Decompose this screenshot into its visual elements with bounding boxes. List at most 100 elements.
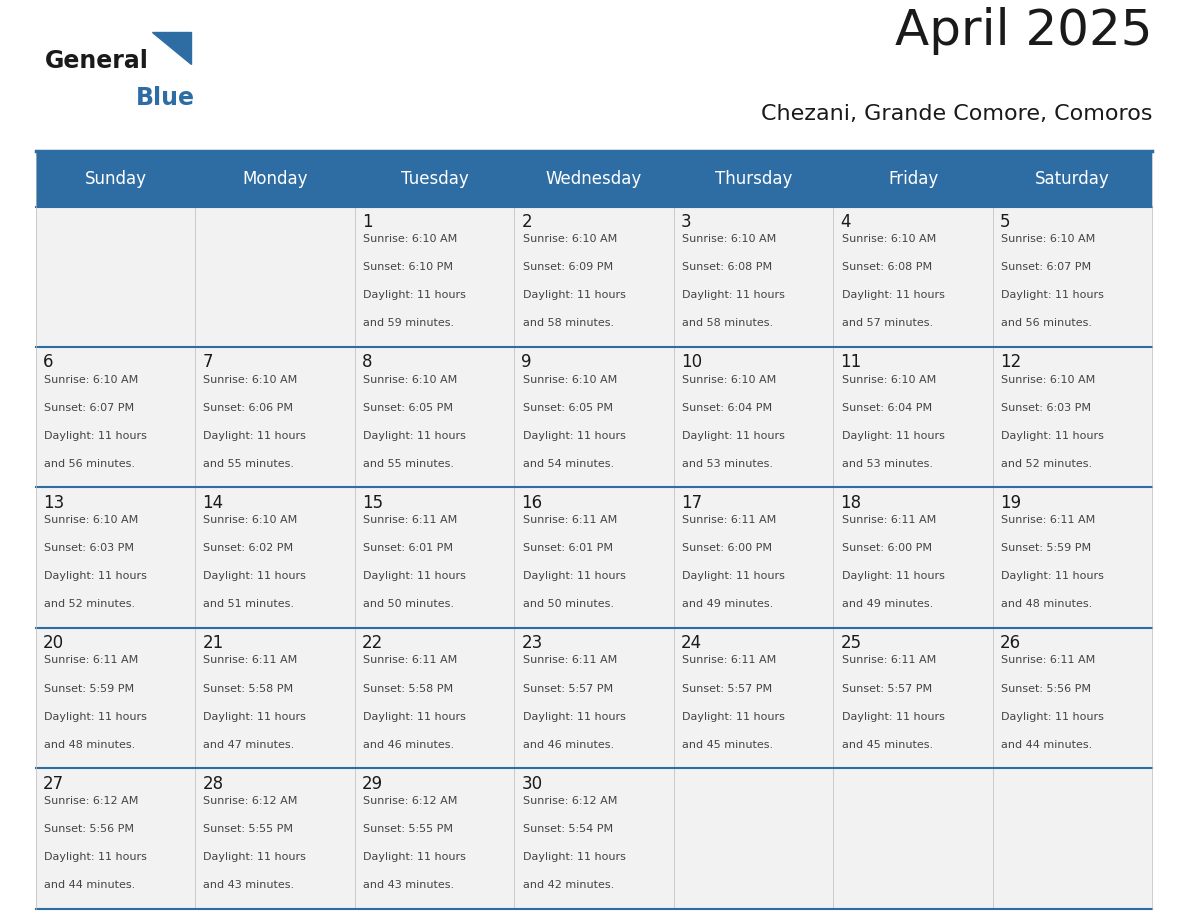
Text: Daylight: 11 hours: Daylight: 11 hours [364,711,466,722]
Text: and 53 minutes.: and 53 minutes. [841,459,933,469]
Text: Sunrise: 6:10 AM: Sunrise: 6:10 AM [203,375,298,385]
Text: Daylight: 11 hours: Daylight: 11 hours [203,852,307,862]
FancyBboxPatch shape [993,628,1152,768]
FancyBboxPatch shape [36,768,195,909]
FancyBboxPatch shape [36,347,195,487]
Text: 8: 8 [362,353,372,372]
Text: Friday: Friday [887,170,939,188]
FancyBboxPatch shape [674,347,833,487]
Text: Sunset: 6:07 PM: Sunset: 6:07 PM [1001,263,1092,272]
Text: Sunrise: 6:10 AM: Sunrise: 6:10 AM [841,375,936,385]
Text: 24: 24 [681,634,702,653]
Text: and 45 minutes.: and 45 minutes. [841,740,933,750]
Text: and 46 minutes.: and 46 minutes. [364,740,454,750]
Text: Sunset: 5:59 PM: Sunset: 5:59 PM [1001,543,1092,553]
Text: and 47 minutes.: and 47 minutes. [203,740,295,750]
Text: Daylight: 11 hours: Daylight: 11 hours [364,290,466,300]
Text: 17: 17 [681,494,702,512]
Text: Sunset: 6:08 PM: Sunset: 6:08 PM [841,263,931,272]
Text: Sunrise: 6:11 AM: Sunrise: 6:11 AM [364,515,457,525]
Text: Sunset: 6:04 PM: Sunset: 6:04 PM [841,403,931,412]
Text: Sunrise: 6:11 AM: Sunrise: 6:11 AM [523,655,617,666]
FancyBboxPatch shape [833,628,993,768]
Text: and 44 minutes.: and 44 minutes. [1001,740,1093,750]
Text: 21: 21 [202,634,223,653]
Text: Sunset: 5:54 PM: Sunset: 5:54 PM [523,824,613,834]
Text: 6: 6 [43,353,53,372]
Text: Thursday: Thursday [715,170,792,188]
Text: Daylight: 11 hours: Daylight: 11 hours [44,711,147,722]
Text: Sunset: 6:10 PM: Sunset: 6:10 PM [364,263,453,272]
FancyBboxPatch shape [355,207,514,347]
Text: Sunset: 5:56 PM: Sunset: 5:56 PM [44,824,134,834]
FancyBboxPatch shape [195,207,355,347]
Text: 28: 28 [202,775,223,793]
Text: 26: 26 [1000,634,1020,653]
Text: and 49 minutes.: and 49 minutes. [682,599,773,610]
FancyBboxPatch shape [514,347,674,487]
Text: Sunrise: 6:10 AM: Sunrise: 6:10 AM [364,234,457,244]
FancyBboxPatch shape [195,487,355,628]
Text: Sunset: 5:55 PM: Sunset: 5:55 PM [203,824,293,834]
Text: and 58 minutes.: and 58 minutes. [682,319,773,329]
Text: Sunset: 5:59 PM: Sunset: 5:59 PM [44,684,134,693]
Text: Daylight: 11 hours: Daylight: 11 hours [1001,290,1104,300]
Text: April 2025: April 2025 [895,7,1152,55]
Text: 11: 11 [840,353,861,372]
Text: 20: 20 [43,634,64,653]
FancyBboxPatch shape [993,768,1152,909]
Text: Daylight: 11 hours: Daylight: 11 hours [682,431,785,441]
Text: Tuesday: Tuesday [400,170,468,188]
Text: and 48 minutes.: and 48 minutes. [1001,599,1093,610]
Text: 5: 5 [1000,213,1011,231]
Text: Sunrise: 6:11 AM: Sunrise: 6:11 AM [364,655,457,666]
FancyBboxPatch shape [355,628,514,768]
Text: Sunrise: 6:12 AM: Sunrise: 6:12 AM [364,796,457,806]
Text: 16: 16 [522,494,543,512]
Text: Sunrise: 6:10 AM: Sunrise: 6:10 AM [1001,234,1095,244]
Text: 1: 1 [362,213,373,231]
Text: Sunrise: 6:10 AM: Sunrise: 6:10 AM [523,375,617,385]
Text: Sunset: 6:01 PM: Sunset: 6:01 PM [523,543,613,553]
Text: Sunrise: 6:11 AM: Sunrise: 6:11 AM [682,655,776,666]
Text: 4: 4 [840,213,851,231]
Text: Daylight: 11 hours: Daylight: 11 hours [523,852,625,862]
Text: Sunrise: 6:10 AM: Sunrise: 6:10 AM [682,375,776,385]
Text: and 49 minutes.: and 49 minutes. [841,599,933,610]
Text: 12: 12 [1000,353,1022,372]
Text: Sunset: 6:05 PM: Sunset: 6:05 PM [364,403,453,412]
FancyBboxPatch shape [833,347,993,487]
Text: Sunset: 5:57 PM: Sunset: 5:57 PM [682,684,772,693]
FancyBboxPatch shape [514,487,674,628]
Text: 23: 23 [522,634,543,653]
Text: and 57 minutes.: and 57 minutes. [841,319,933,329]
Text: Sunset: 6:07 PM: Sunset: 6:07 PM [44,403,134,412]
FancyBboxPatch shape [514,628,674,768]
Text: Sunrise: 6:12 AM: Sunrise: 6:12 AM [44,796,138,806]
Text: Sunset: 6:08 PM: Sunset: 6:08 PM [682,263,772,272]
FancyBboxPatch shape [355,487,514,628]
Text: Sunrise: 6:11 AM: Sunrise: 6:11 AM [523,515,617,525]
Text: Sunset: 5:58 PM: Sunset: 5:58 PM [203,684,293,693]
Text: Sunset: 6:03 PM: Sunset: 6:03 PM [44,543,134,553]
Text: and 43 minutes.: and 43 minutes. [203,880,295,890]
Text: and 46 minutes.: and 46 minutes. [523,740,614,750]
Text: and 44 minutes.: and 44 minutes. [44,880,135,890]
Text: Sunset: 5:57 PM: Sunset: 5:57 PM [523,684,613,693]
Text: Daylight: 11 hours: Daylight: 11 hours [1001,431,1104,441]
Text: 15: 15 [362,494,383,512]
Text: Daylight: 11 hours: Daylight: 11 hours [523,711,625,722]
Text: 19: 19 [1000,494,1020,512]
Text: and 52 minutes.: and 52 minutes. [1001,459,1092,469]
Text: Chezani, Grande Comore, Comoros: Chezani, Grande Comore, Comoros [760,104,1152,124]
Text: 30: 30 [522,775,543,793]
Text: and 48 minutes.: and 48 minutes. [44,740,135,750]
Text: Sunrise: 6:11 AM: Sunrise: 6:11 AM [682,515,776,525]
FancyBboxPatch shape [674,768,833,909]
Text: and 45 minutes.: and 45 minutes. [682,740,773,750]
Text: 2: 2 [522,213,532,231]
FancyBboxPatch shape [514,207,674,347]
Text: Daylight: 11 hours: Daylight: 11 hours [841,571,944,581]
Text: Daylight: 11 hours: Daylight: 11 hours [841,290,944,300]
Text: Sunday: Sunday [84,170,146,188]
